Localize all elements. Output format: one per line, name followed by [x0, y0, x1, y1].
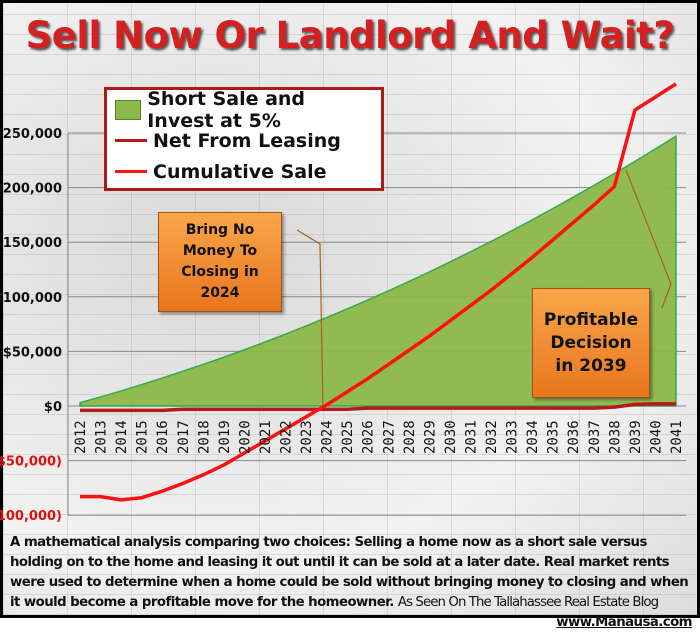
legend-swatch-line	[115, 139, 147, 142]
x-tick-label: 2025	[340, 420, 356, 454]
x-tick-label: 2020	[237, 420, 253, 454]
legend-label: Net From Leasing	[153, 129, 341, 152]
annotation-pointer	[625, 169, 672, 309]
x-tick-label: 2023	[299, 420, 315, 454]
x-tick-label: 2012	[73, 420, 89, 454]
annotation-profitable: Profitable Decision in 2039	[532, 288, 650, 398]
x-tick-label: 2017	[176, 420, 192, 454]
legend: Short Sale and Invest at 5% Net From Lea…	[104, 87, 384, 191]
x-tick-label: 2022	[279, 420, 295, 454]
legend-item-invest: Short Sale and Invest at 5%	[115, 88, 373, 132]
annotation-text: Profitable Decision in 2039	[543, 309, 639, 376]
caption-url[interactable]: www.Manausa.com	[556, 615, 692, 630]
x-tick-label: 2018	[196, 420, 212, 454]
caption-source: As Seen On The Tallahassee Real Estate B…	[397, 595, 659, 610]
x-tick-label: 2035	[546, 420, 562, 454]
x-tick-label: 2028	[402, 420, 418, 454]
x-tick-label: 2033	[505, 420, 521, 454]
x-tick-label: 2041	[669, 420, 685, 454]
legend-item-sale: Cumulative Sale	[115, 156, 373, 187]
annotation-pointer	[296, 229, 324, 411]
legend-swatch-area	[115, 99, 142, 120]
legend-item-leasing: Net From Leasing	[115, 125, 373, 156]
x-tick-label: 2021	[258, 420, 274, 454]
series-area-invest	[79, 134, 677, 407]
caption: A mathematical analysis comparing two ch…	[10, 533, 693, 633]
x-tick-label: 2014	[114, 420, 130, 454]
y-tick-label: $0	[44, 400, 62, 415]
legend-label: Cumulative Sale	[153, 160, 327, 183]
y-tick-label: ($100,000)	[0, 509, 62, 524]
x-tick-label: 2013	[94, 420, 110, 454]
series-line-leasing	[80, 402, 676, 413]
x-tick-label: 2034	[525, 420, 541, 454]
x-tick-label: 2031	[463, 420, 479, 454]
y-tick-label: $50,000	[3, 345, 62, 360]
x-tick-label: 2039	[628, 420, 644, 454]
y-tick-label: ($50,000)	[0, 455, 62, 470]
y-tick-label: $100,000	[0, 291, 62, 306]
legend-label: Short Sale and Invest at 5%	[147, 87, 306, 132]
annotation-text: Bring No Money To Closing in 2024	[181, 222, 259, 301]
x-tick-label: 2032	[484, 420, 500, 454]
x-tick-label: 2030	[443, 420, 459, 454]
caption-text: A mathematical analysis comparing two ch…	[10, 535, 689, 610]
x-tick-label: 2029	[422, 420, 438, 454]
x-tick-label: 2038	[607, 420, 623, 454]
x-tick-label: 2024	[320, 420, 336, 454]
y-tick-label: $250,000	[0, 127, 62, 142]
x-tick-label: 2016	[155, 420, 171, 454]
x-tick-label: 2027	[381, 420, 397, 454]
chart-title: Sell Now Or Landlord And Wait?	[25, 14, 675, 57]
legend-swatch-line	[115, 170, 147, 173]
x-tick-label: 2036	[566, 420, 582, 454]
x-tick-label: 2019	[217, 420, 233, 454]
x-tick-label: 2026	[361, 420, 377, 454]
x-tick-label: 2040	[648, 420, 664, 454]
y-tick-label: $150,000	[0, 236, 62, 251]
series-line-sale	[80, 82, 677, 502]
annotation-no-money: Bring No Money To Closing in 2024	[158, 212, 282, 312]
x-tick-label: 2037	[587, 420, 603, 454]
chart-plot: $250,000 $200,000 $150,000 $100,000 $50,000 $…	[0, 82, 686, 524]
y-tick-label: $200,000	[0, 182, 62, 197]
x-tick-label: 2015	[135, 420, 151, 454]
